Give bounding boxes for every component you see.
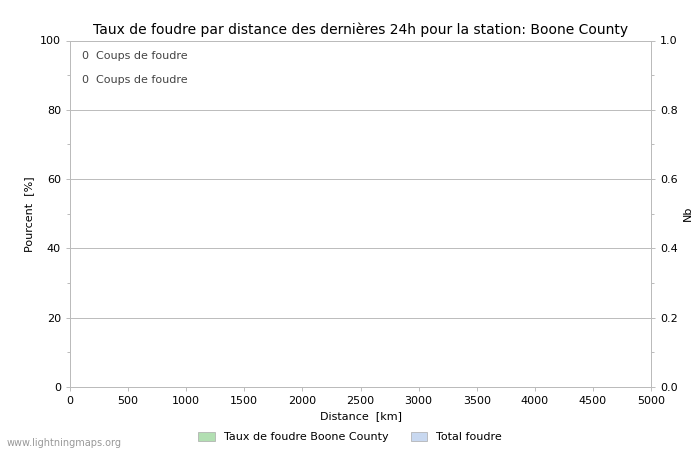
Text: 0  Coups de foudre: 0 Coups de foudre <box>82 51 187 61</box>
Title: Taux de foudre par distance des dernières 24h pour la station: Boone County: Taux de foudre par distance des dernière… <box>93 22 628 36</box>
Text: 0  Coups de foudre: 0 Coups de foudre <box>82 75 187 85</box>
Y-axis label: Pourcent  [%]: Pourcent [%] <box>25 176 34 252</box>
Text: www.lightningmaps.org: www.lightningmaps.org <box>7 438 122 448</box>
Y-axis label: Nb: Nb <box>683 206 693 221</box>
X-axis label: Distance  [km]: Distance [km] <box>319 412 402 422</box>
Legend: Taux de foudre Boone County, Total foudre: Taux de foudre Boone County, Total foudr… <box>198 432 502 442</box>
